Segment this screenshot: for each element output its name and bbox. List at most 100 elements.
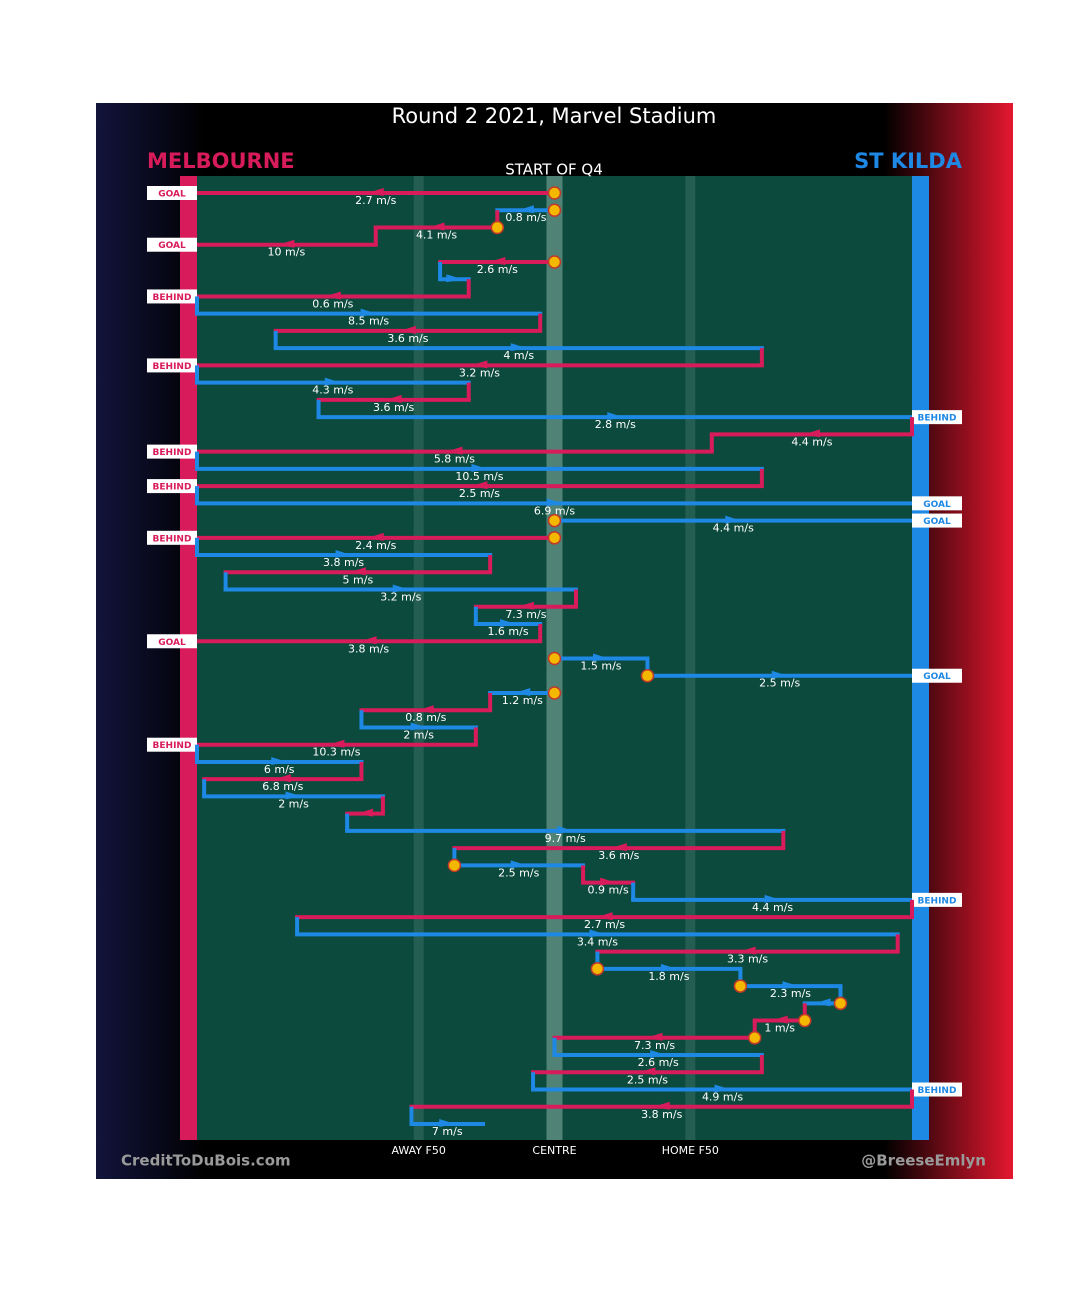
direction-arrow <box>771 1015 788 1024</box>
outcome-label: BEHIND <box>918 1086 957 1096</box>
direction-arrow <box>610 843 627 852</box>
speed-label: 0.6 m/s <box>312 297 353 310</box>
team-bar <box>912 176 929 1140</box>
direction-arrow <box>725 515 742 524</box>
outcome-box <box>147 634 197 649</box>
subtitle: START OF Q4 <box>505 161 603 179</box>
speed-label: 3.8 m/s <box>641 1108 682 1121</box>
speed-label: 4 m/s <box>503 349 534 362</box>
outcome-box <box>912 496 962 511</box>
outcome-label: BEHIND <box>153 483 192 493</box>
speed-label: 0.8 m/s <box>505 211 546 224</box>
direction-arrow <box>324 291 341 300</box>
speed-label: 3.6 m/s <box>373 401 414 414</box>
speed-label: 3.2 m/s <box>459 366 500 379</box>
direction-arrow <box>660 963 677 972</box>
direction-arrow <box>646 1032 663 1041</box>
bounce-marker <box>590 962 605 976</box>
speed-label: 4.4 m/s <box>791 435 832 448</box>
speed-label: 2.4 m/s <box>355 539 396 552</box>
direction-arrow <box>471 360 488 369</box>
speed-label: 4.3 m/s <box>312 384 353 397</box>
outcome-box <box>147 358 197 373</box>
outcome-box <box>147 737 197 752</box>
bounce-marker <box>547 651 562 666</box>
speed-label: 7 m/s <box>432 1125 463 1138</box>
direction-arrow <box>510 860 527 869</box>
direction-arrow <box>589 929 606 938</box>
direction-arrow <box>782 981 799 990</box>
outcome-label: BEHIND <box>153 293 192 303</box>
outcome-label: BEHIND <box>153 534 192 544</box>
outcome-box <box>147 186 197 200</box>
speed-label: 1.8 m/s <box>648 970 689 983</box>
direction-arrow <box>814 998 831 1007</box>
direction-arrow <box>349 567 366 576</box>
direction-arrow <box>385 394 402 403</box>
bounce-marker <box>747 1031 762 1045</box>
credit-right: @BreeseEmlyn <box>861 1152 986 1170</box>
speed-label: 0.8 m/s <box>405 711 446 724</box>
direction-arrow <box>335 550 352 559</box>
outcome-box <box>147 237 197 252</box>
speed-label: 3.6 m/s <box>598 849 639 862</box>
speed-label: 2.5 m/s <box>627 1073 668 1086</box>
outcome-box <box>912 1082 962 1097</box>
outcome-label: BEHIND <box>153 448 192 458</box>
speed-label: 2.6 m/s <box>638 1056 679 1069</box>
outcome-label: GOAL <box>923 672 951 682</box>
outcome-label: BEHIND <box>918 414 957 424</box>
speed-label: 2.3 m/s <box>770 987 811 1000</box>
speed-label: 2.5 m/s <box>498 866 539 879</box>
speed-label: 10 m/s <box>268 246 306 259</box>
speed-label: 2.7 m/s <box>584 918 625 931</box>
bounce-marker <box>547 686 562 700</box>
direction-arrow <box>596 912 613 921</box>
bounce-marker <box>547 531 562 545</box>
direction-arrow <box>546 498 563 507</box>
speed-label: 1.2 m/s <box>502 694 543 707</box>
bounce-marker <box>547 186 562 200</box>
outcome-label: GOAL <box>158 190 186 200</box>
outcome-box <box>147 479 197 494</box>
speed-label: 9.7 m/s <box>545 832 586 845</box>
speed-label: 3.3 m/s <box>727 953 768 966</box>
team-name: MELBOURNE <box>147 149 295 173</box>
speed-label: 5 m/s <box>343 573 374 586</box>
speed-label: 2.5 m/s <box>759 677 800 690</box>
direction-arrow <box>471 481 488 490</box>
speed-label: 2.8 m/s <box>595 418 636 431</box>
outcome-box <box>912 410 962 425</box>
direction-arrow <box>600 877 617 886</box>
direction-arrow <box>328 739 345 748</box>
speed-label: 6.8 m/s <box>262 780 303 793</box>
bounce-marker <box>547 255 562 269</box>
speed-label: 4.9 m/s <box>702 1091 743 1104</box>
speed-label: 7.3 m/s <box>634 1039 675 1052</box>
direction-arrow <box>592 653 609 662</box>
direction-arrow <box>471 463 488 472</box>
direction-arrow <box>285 791 302 800</box>
bounce-marker <box>733 979 748 993</box>
speed-label: 3.2 m/s <box>380 591 421 604</box>
speed-label: 2.5 m/s <box>459 487 500 500</box>
outcome-box <box>912 892 962 907</box>
outcome-label: BEHIND <box>153 741 192 751</box>
direction-arrow <box>557 825 574 834</box>
team-bar <box>180 176 197 1140</box>
direction-arrow <box>714 1084 731 1093</box>
speed-label: 5.8 m/s <box>434 453 475 466</box>
speed-label: 4.4 m/s <box>713 522 754 535</box>
direction-arrow <box>607 412 624 421</box>
direction-arrow <box>274 774 291 783</box>
direction-arrow <box>278 239 295 248</box>
speed-label: 3.8 m/s <box>323 556 364 569</box>
direction-arrow <box>500 619 517 628</box>
speed-label: 2 m/s <box>403 728 434 741</box>
x-tick-label: CENTRE <box>532 1144 576 1157</box>
speed-label: 0.9 m/s <box>588 884 629 897</box>
direction-arrow <box>517 601 534 610</box>
bounce-marker <box>490 220 505 235</box>
direction-arrow <box>510 343 527 352</box>
